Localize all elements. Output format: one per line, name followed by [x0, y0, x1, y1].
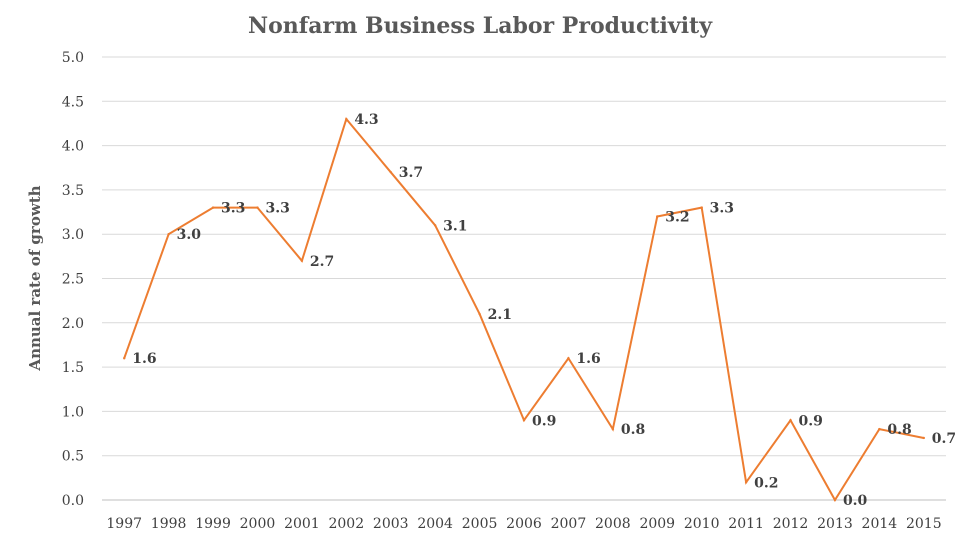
- y-tick-label: 1.5: [62, 360, 84, 376]
- y-axis-label: Annual rate of growth: [26, 185, 44, 371]
- data-label: 3.2: [665, 209, 689, 225]
- x-tick-label: 2005: [462, 516, 498, 532]
- y-tick-label: 0.5: [62, 449, 84, 465]
- data-labels: 1.6 3.0 3.3 3.3 2.7 4.3 3.7 3.1 2.1 0.9 1.6 0.8 3.2 3…: [132, 112, 956, 509]
- x-tick-label: 1997: [106, 516, 142, 532]
- data-label: 3.1: [443, 218, 467, 234]
- data-label: 3.3: [710, 201, 734, 217]
- series-layer: [123, 116, 925, 502]
- data-point: [611, 427, 615, 431]
- x-tick-label: 2001: [284, 516, 320, 532]
- data-point: [522, 419, 526, 422]
- data-label: 0.0: [843, 493, 868, 509]
- y-axis-ticks: 0.0 0.5 1.0 1.5 2.0 2.5 3.0 3.5 4.0 4.5 5.0: [62, 50, 84, 509]
- x-tick-label: 1998: [151, 516, 187, 532]
- data-label: 2.1: [488, 307, 512, 323]
- y-tick-label: 0.0: [62, 493, 84, 509]
- data-point: [700, 206, 703, 209]
- data-point: [833, 498, 837, 502]
- y-tick-label: 2.5: [62, 272, 84, 288]
- x-tick-label: 2012: [773, 516, 809, 532]
- x-axis-ticks: 1997 1998 1999 2000 2001 2002 2003 2004 2005 2006…: [106, 516, 941, 532]
- x-tick-label: 2014: [862, 516, 898, 532]
- data-point: [167, 233, 170, 236]
- y-tick-label: 1.0: [62, 404, 84, 420]
- y-tick-label: 3.5: [62, 183, 84, 199]
- data-point: [389, 170, 392, 174]
- data-label: 0.9: [799, 413, 823, 429]
- data-label: 0.2: [754, 475, 778, 491]
- x-tick-label: 2000: [240, 516, 276, 532]
- data-label: 0.8: [887, 422, 911, 438]
- data-label: 3.0: [177, 227, 202, 243]
- data-label: 3.3: [221, 201, 245, 217]
- y-tick-label: 5.0: [62, 50, 84, 66]
- data-point: [789, 419, 792, 422]
- x-tick-label: 2002: [328, 516, 364, 532]
- data-label: 2.7: [310, 254, 334, 270]
- data-point: [567, 357, 570, 360]
- y-tick-label: 3.0: [62, 227, 84, 243]
- data-point: [478, 312, 481, 316]
- data-label: 4.3: [354, 112, 378, 128]
- x-tick-label: 2008: [595, 516, 631, 532]
- data-point: [345, 117, 348, 121]
- series-line: [123, 116, 924, 502]
- data-label: 1.6: [576, 351, 600, 367]
- data-point: [656, 215, 659, 218]
- x-tick-label: 2013: [817, 516, 853, 532]
- data-point: [300, 259, 304, 262]
- x-tick-label: 2004: [417, 516, 453, 532]
- data-label: 1.6: [132, 351, 156, 367]
- y-tick-label: 2.0: [62, 316, 84, 332]
- x-tick-label: 2007: [551, 516, 587, 532]
- data-point: [922, 436, 925, 440]
- chart-title: Nonfarm Business Labor Productivity: [248, 13, 713, 39]
- x-tick-label: 2011: [728, 516, 764, 532]
- data-point: [211, 206, 215, 209]
- data-point: [123, 357, 126, 360]
- x-tick-label: 2006: [506, 516, 542, 532]
- data-point: [256, 206, 259, 209]
- x-tick-label: 1999: [195, 516, 231, 532]
- x-tick-label: 2009: [639, 516, 675, 532]
- y-tick-label: 4.0: [62, 139, 84, 155]
- gridlines: [102, 56, 946, 457]
- data-label: 3.3: [265, 201, 289, 217]
- data-label: 0.9: [532, 413, 556, 429]
- data-label: 0.8: [621, 422, 645, 438]
- data-point: [433, 224, 437, 227]
- data-point: [878, 427, 881, 431]
- data-label: 3.7: [399, 165, 423, 181]
- x-tick-label: 2010: [684, 516, 720, 532]
- data-point: [744, 481, 748, 484]
- x-tick-label: 2003: [373, 516, 409, 532]
- data-label: 0.7: [932, 431, 956, 447]
- x-tick-label: 2015: [906, 516, 942, 532]
- y-tick-label: 4.5: [62, 94, 84, 110]
